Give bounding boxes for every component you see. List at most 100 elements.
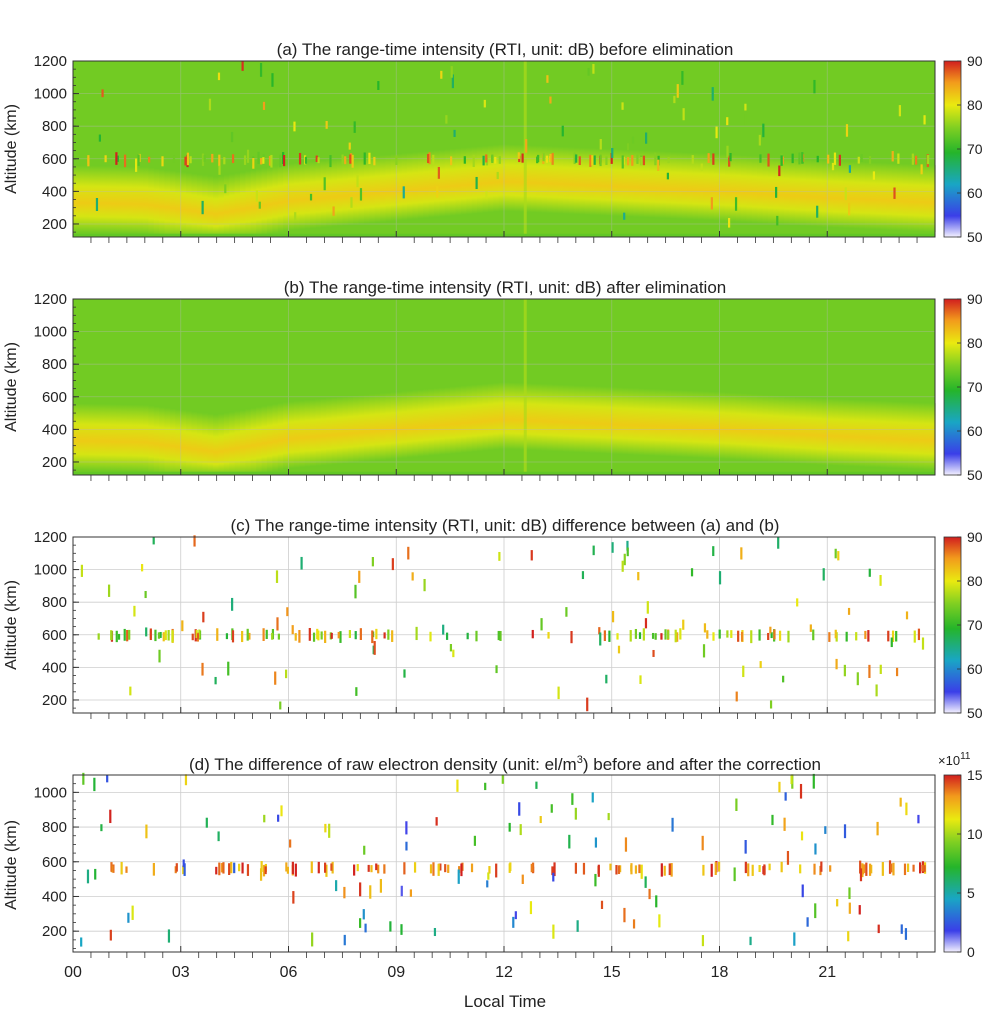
spike-mark [497, 630, 500, 641]
f-layer-column [353, 395, 360, 463]
spike-mark [335, 880, 338, 892]
spike-mark [93, 777, 96, 792]
spike-mark [171, 630, 174, 643]
spike-mark [667, 157, 670, 164]
spike-mark [494, 156, 497, 164]
f-layer-column [649, 388, 656, 456]
f-layer-column [245, 171, 252, 237]
spike-mark [549, 153, 552, 163]
spike-mark [265, 629, 268, 639]
spike-mark [624, 837, 628, 852]
spike-mark [568, 834, 571, 849]
f-layer-column [870, 400, 877, 468]
spike-mark [848, 202, 851, 216]
spike-mark [638, 864, 641, 874]
spike-mark [690, 568, 694, 577]
spike-mark [587, 67, 590, 76]
f-layer-column [821, 398, 828, 466]
f-layer-column [827, 398, 834, 466]
spike-mark [324, 630, 327, 644]
f-layer-column [331, 159, 338, 227]
spike-mark [293, 121, 296, 132]
f-layer-column [687, 390, 694, 458]
spike-mark [586, 697, 589, 712]
spike-mark [616, 633, 619, 640]
f-layer-column [320, 160, 327, 228]
spike-mark [888, 860, 892, 874]
f-layer-column [552, 384, 559, 452]
spike-mark [332, 206, 335, 216]
panel-b: (b) The range-time intensity (RTI, unit:… [3, 278, 983, 483]
spike-mark [644, 132, 648, 144]
spike-mark [512, 916, 515, 928]
f-layer-column [331, 397, 338, 465]
spike-mark [740, 631, 744, 642]
spike-mark [749, 936, 752, 946]
f-layer-column [358, 395, 365, 462]
f-layer-column [913, 164, 920, 232]
f-layer-column [584, 385, 591, 453]
f-layer-column [805, 159, 812, 227]
spike-mark [609, 863, 612, 871]
f-layer-column [116, 404, 123, 472]
spike-mark [115, 152, 118, 165]
f-layer-column [638, 388, 645, 456]
spike-mark [175, 863, 178, 872]
panel-d-ylabel: Altitude (km) [3, 820, 20, 910]
spike-mark [215, 866, 218, 875]
colorbar-tick-label: 50 [967, 467, 983, 483]
spike-mark [565, 607, 568, 617]
spike-mark [260, 158, 263, 165]
spike-mark [148, 156, 151, 163]
spike-mark [426, 153, 430, 163]
spike-mark [634, 628, 638, 639]
spike-mark [202, 611, 205, 623]
f-layer-column [897, 401, 904, 469]
f-layer-column [180, 410, 187, 475]
f-layer-column [762, 156, 769, 224]
spike-mark [845, 631, 848, 642]
spike-mark [172, 155, 176, 163]
f-layer-column [687, 152, 694, 220]
spike-mark [923, 115, 926, 125]
spike-mark [203, 155, 206, 162]
f-layer-column [229, 173, 236, 237]
y-tick-label: 600 [42, 389, 67, 406]
spike-mark [813, 863, 816, 875]
spike-mark [700, 163, 703, 172]
f-layer-column [509, 382, 516, 450]
spike-mark [432, 154, 435, 166]
spike-mark [482, 155, 485, 166]
spike-mark [598, 627, 601, 635]
spike-mark [557, 686, 560, 700]
f-layer-column [288, 163, 295, 231]
spike-mark [375, 863, 378, 871]
spike-mark [472, 154, 475, 167]
spike-mark [257, 151, 260, 164]
spike-mark [674, 629, 677, 643]
spike-mark [181, 620, 184, 632]
spike-mark [831, 162, 835, 171]
spike-mark [277, 633, 280, 640]
spike-mark [230, 861, 233, 874]
spike-mark [435, 817, 438, 826]
f-layer-column [498, 382, 505, 450]
f-layer-column [347, 396, 354, 463]
spike-mark [621, 560, 624, 572]
spike-mark [182, 865, 185, 875]
f-layer-column [520, 382, 527, 450]
spike-mark [402, 186, 405, 199]
spike-mark [325, 864, 328, 877]
y-tick-label: 200 [42, 216, 67, 233]
spike-mark [634, 865, 638, 874]
f-layer-column [913, 402, 920, 470]
spike-mark [591, 792, 594, 803]
spike-mark [294, 212, 297, 222]
f-layer-column [794, 396, 801, 464]
panel-a-ylabel: Altitude (km) [3, 104, 20, 194]
spike-mark [189, 156, 192, 164]
spike-mark [328, 823, 331, 838]
spike-mark [798, 152, 801, 165]
spike-mark [914, 155, 918, 165]
f-layer-column [186, 172, 193, 237]
